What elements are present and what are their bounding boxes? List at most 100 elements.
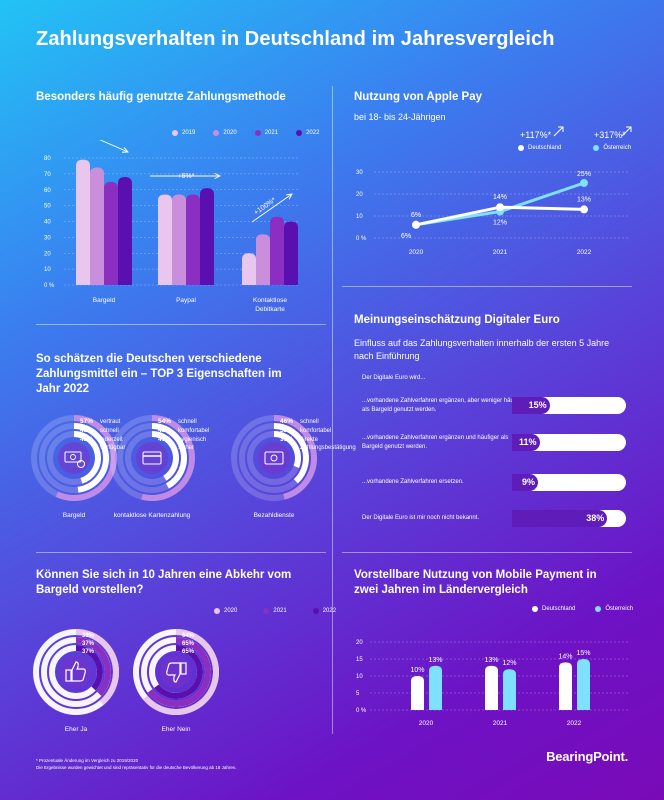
bar xyxy=(90,167,104,285)
apple-pay-subtitle: bei 18- bis 24-Jährigen xyxy=(354,112,446,122)
mobile-payment-title: Vorstellbare Nutzung von Mobile Payment … xyxy=(354,569,597,596)
bar xyxy=(242,253,256,285)
payment-methods-legend: 2019 2020 2021 2022 xyxy=(172,130,319,136)
x-tick-label: Bargeld xyxy=(93,297,116,304)
ring-segment xyxy=(154,645,203,699)
thumb-shape xyxy=(65,661,86,682)
legend-label: 2021 xyxy=(264,130,279,136)
ring-legend-row: 45% jederzeit verfügbar xyxy=(80,436,134,452)
digital-euro-subtitle: Einfluss auf das Zahlungsverhalten inner… xyxy=(354,338,610,361)
legend-swatch xyxy=(593,145,600,151)
device-coin-shape xyxy=(270,454,278,462)
at-change: +317%* xyxy=(594,130,626,140)
bar-fill-value: 11% xyxy=(512,434,540,451)
device-shape xyxy=(264,451,284,465)
thumb-hand xyxy=(166,662,181,683)
ring-chart xyxy=(109,415,195,501)
ring-legend: 54% schnell 42% komfortabel 41% hygienisch si… xyxy=(158,418,212,453)
apple-pay-legend: Deutschland Österreich xyxy=(518,145,631,151)
y-tick-label: 15 xyxy=(356,657,363,663)
legend-swatch xyxy=(214,608,220,614)
data-label: 25% xyxy=(577,171,591,178)
y-tick-label: 0 % xyxy=(44,283,55,289)
ring-label: direkte Zahlungsbestätigung xyxy=(300,437,356,451)
ring-title: Eher Ja xyxy=(64,726,88,733)
ring-value: 54% xyxy=(158,418,172,425)
y-tick-label: 0 % xyxy=(356,708,367,714)
bar xyxy=(503,669,516,710)
ring-title: kontaktlose Kartenzahlung xyxy=(113,512,191,519)
divider xyxy=(342,286,632,287)
x-tick-label: Kontaktlose xyxy=(253,297,287,304)
bar xyxy=(172,194,186,285)
bar-track xyxy=(512,434,626,451)
ring-value: 31% xyxy=(280,436,294,443)
bar xyxy=(158,194,172,285)
bar-row-label: ...vorhandene Zahlverfahren ersetzen. xyxy=(362,479,464,485)
ring-value: 45% xyxy=(80,436,94,443)
page-title: Zahlungsverhalten in Deutschland im Jahr… xyxy=(36,28,555,50)
data-label: 13% xyxy=(484,657,498,664)
ring-value: 65% xyxy=(182,649,195,655)
bar xyxy=(270,216,284,285)
legend-label: Deutschland xyxy=(528,145,562,151)
cash-coin-shape xyxy=(77,460,85,468)
x-tick-label: Paypal xyxy=(176,297,196,304)
ring-value: 37% xyxy=(82,641,95,647)
ring-chart xyxy=(33,629,119,715)
bar xyxy=(577,659,590,710)
data-point xyxy=(580,179,588,187)
ring-segment xyxy=(55,415,117,501)
trend-arrowhead xyxy=(214,172,222,180)
x-tick-label: 2022 xyxy=(577,249,592,256)
ring-segment xyxy=(151,431,179,481)
ring-legend: 46% schnell 38% komfortabel 31% direkte Zahlu… xyxy=(280,418,356,453)
ring-segment xyxy=(75,637,111,696)
y-tick-label: 60 xyxy=(44,188,51,194)
trend-arrow xyxy=(251,193,293,223)
y-tick-label: 10 xyxy=(356,214,363,220)
ring-label: vertraut xyxy=(100,419,121,425)
legend-swatch xyxy=(296,130,303,136)
ring-title: Eher Nein xyxy=(161,726,191,733)
bar-fill-value: 38% xyxy=(512,510,608,527)
data-label: 12% xyxy=(502,660,516,667)
x-tick-label: 2022 xyxy=(567,720,582,727)
ring-value: 57% xyxy=(80,418,94,425)
ring-label: jederzeit verfügbar xyxy=(100,437,126,451)
divider xyxy=(36,552,326,553)
legend-swatch xyxy=(263,608,270,614)
data-point xyxy=(496,203,504,212)
ring-value: 46% xyxy=(280,418,294,425)
y-tick-label: 80 xyxy=(44,156,51,162)
bar-row-label: ...vorhandene Zahlverfahren ergänzen und… xyxy=(362,435,509,450)
ring-value: 64% xyxy=(182,633,195,639)
ring-label: komfortabel xyxy=(300,428,332,434)
data-label: 6% xyxy=(411,212,421,219)
legend-label: 2020 xyxy=(223,130,237,136)
ring-center xyxy=(60,656,92,688)
cash-abandon-legend: 2020 2021 2022 xyxy=(214,608,336,614)
legend-label: 2021 xyxy=(273,608,287,614)
ring-legend-row: 38% komfortabel xyxy=(280,427,334,435)
bar xyxy=(256,234,270,285)
thumbs-down-icon xyxy=(166,662,187,683)
column-divider xyxy=(332,86,333,734)
ring-segment xyxy=(141,415,195,501)
data-label: 13% xyxy=(577,196,591,203)
ring-chart xyxy=(231,415,317,501)
bar xyxy=(559,662,572,710)
ring-legend: 39% 37% 37% xyxy=(82,632,94,656)
bar-row-label: Der Digitale Euro ist mir noch nicht bek… xyxy=(362,515,480,521)
legend-label: 2020 xyxy=(224,608,238,614)
ring-segment xyxy=(75,645,103,691)
ring-chart xyxy=(31,415,117,501)
y-tick-label: 20 xyxy=(44,251,51,257)
ring-value: 39% xyxy=(82,633,95,639)
ring-legend-row: 54% schnell xyxy=(158,418,212,426)
bar xyxy=(118,177,132,285)
thumb-cuff xyxy=(180,662,187,675)
legend-swatch xyxy=(518,145,524,151)
ring-segment xyxy=(147,637,211,707)
ring-value: 41% xyxy=(158,436,172,443)
